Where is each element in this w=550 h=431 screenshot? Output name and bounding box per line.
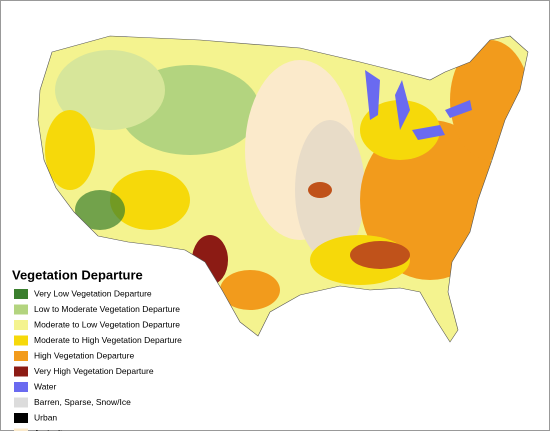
legend-swatch — [14, 366, 28, 377]
legend-label: Agriculture — [34, 428, 75, 431]
legend-swatch — [14, 428, 28, 431]
legend-label: Barren, Sparse, Snow/Ice — [34, 397, 131, 407]
us-outline — [37, 35, 529, 343]
legend-label: Moderate to High Vegetation Departure — [34, 335, 182, 345]
legend-label: Water — [34, 381, 57, 391]
legend-label: Very High Vegetation Departure — [34, 366, 154, 376]
legend-swatch — [14, 397, 28, 408]
legend-swatch — [14, 351, 28, 361]
legend-swatch — [14, 382, 28, 392]
legend-swatch — [14, 413, 28, 423]
legend-swatch — [14, 289, 28, 299]
legend-label: Moderate to Low Vegetation Departure — [34, 319, 180, 329]
legend-label: Urban — [34, 412, 57, 422]
legend-label: Low to Moderate Vegetation Departure — [34, 304, 180, 314]
legend-label: High Vegetation Departure — [34, 350, 134, 360]
legend-swatch — [14, 320, 28, 330]
legend-label: Very Low Vegetation Departure — [34, 288, 152, 298]
legend-swatch — [14, 335, 28, 346]
legend-title: Vegetation Departure — [12, 267, 143, 282]
legend-swatch — [14, 304, 28, 315]
